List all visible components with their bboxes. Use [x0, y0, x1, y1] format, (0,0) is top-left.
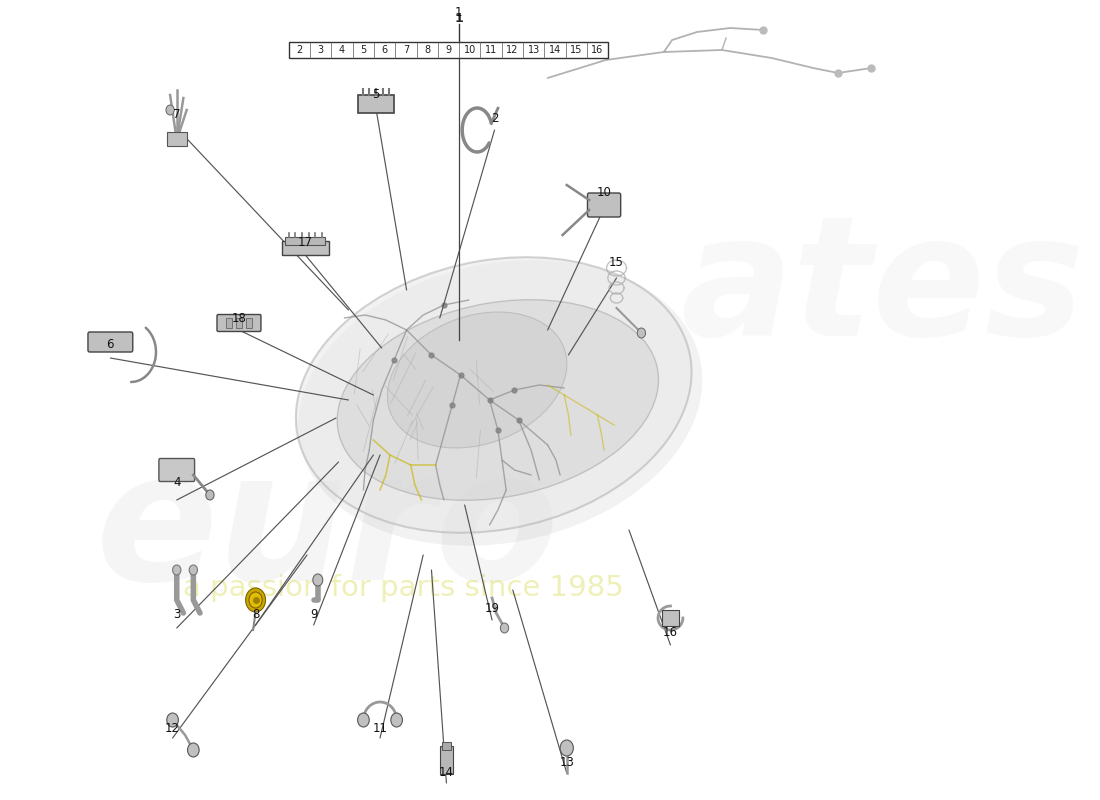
Text: 12: 12 — [165, 722, 180, 734]
Text: ates: ates — [681, 209, 1085, 371]
Text: 1: 1 — [454, 11, 463, 25]
Ellipse shape — [387, 312, 566, 448]
Ellipse shape — [298, 260, 702, 546]
Circle shape — [637, 328, 646, 338]
Text: 7: 7 — [173, 109, 180, 122]
Text: 9: 9 — [310, 609, 318, 622]
Circle shape — [312, 574, 322, 586]
Text: 15: 15 — [609, 257, 624, 270]
Circle shape — [189, 565, 198, 575]
Text: 8: 8 — [252, 609, 260, 622]
FancyBboxPatch shape — [217, 314, 261, 331]
Text: 4: 4 — [173, 477, 180, 490]
Circle shape — [173, 565, 180, 575]
Bar — [235, 318, 242, 328]
Bar — [226, 318, 232, 328]
Text: 11: 11 — [485, 45, 497, 55]
Circle shape — [187, 743, 199, 757]
Text: 10: 10 — [596, 186, 612, 199]
Bar — [282, 241, 329, 255]
Text: 6: 6 — [107, 338, 114, 351]
Circle shape — [249, 592, 262, 608]
Text: 16: 16 — [663, 626, 678, 639]
Text: 16: 16 — [592, 45, 604, 55]
Text: 7: 7 — [403, 45, 409, 55]
Text: 15: 15 — [570, 45, 583, 55]
Text: 6: 6 — [382, 45, 387, 55]
Text: 5: 5 — [372, 89, 379, 102]
Text: 14: 14 — [549, 45, 561, 55]
Text: 3: 3 — [318, 45, 323, 55]
Text: euro: euro — [96, 442, 559, 618]
FancyBboxPatch shape — [158, 458, 195, 482]
Text: 10: 10 — [464, 45, 476, 55]
Text: 19: 19 — [485, 602, 499, 614]
Bar — [285, 237, 326, 245]
Text: 18: 18 — [231, 311, 246, 325]
Text: 14: 14 — [439, 766, 454, 779]
Bar — [662, 610, 679, 626]
Circle shape — [167, 713, 178, 727]
Text: 13: 13 — [528, 45, 540, 55]
Circle shape — [390, 713, 403, 727]
Ellipse shape — [296, 258, 692, 533]
Bar — [289, 42, 608, 58]
Text: 17: 17 — [298, 237, 312, 250]
Circle shape — [560, 740, 573, 756]
Text: 13: 13 — [559, 757, 574, 770]
Text: 9: 9 — [446, 45, 452, 55]
Circle shape — [245, 588, 265, 612]
Text: 11: 11 — [373, 722, 387, 734]
Text: 4: 4 — [339, 45, 345, 55]
Text: 2: 2 — [296, 45, 303, 55]
Text: 8: 8 — [425, 45, 430, 55]
Bar — [440, 746, 453, 774]
Text: a passion for parts since 1985: a passion for parts since 1985 — [183, 574, 624, 602]
Text: 5: 5 — [360, 45, 366, 55]
Ellipse shape — [338, 300, 659, 500]
Bar — [358, 95, 394, 113]
Text: 1: 1 — [455, 6, 463, 19]
Circle shape — [166, 105, 174, 115]
Bar — [442, 742, 451, 750]
FancyBboxPatch shape — [88, 332, 133, 352]
Text: 3: 3 — [173, 607, 180, 621]
Circle shape — [206, 490, 214, 500]
Text: 12: 12 — [506, 45, 518, 55]
Circle shape — [358, 713, 370, 727]
Circle shape — [500, 623, 508, 633]
Bar — [245, 318, 252, 328]
Bar — [167, 132, 187, 146]
Text: 2: 2 — [491, 111, 498, 125]
FancyBboxPatch shape — [587, 193, 620, 217]
